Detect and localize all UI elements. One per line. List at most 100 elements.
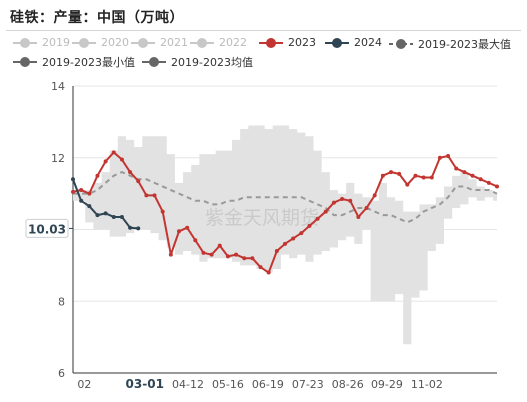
series-1-point	[397, 171, 402, 176]
x-tick-label: 11-02	[411, 378, 443, 391]
y-tick-label: 14	[51, 80, 65, 93]
series-1-point	[405, 182, 410, 187]
y-tick-label: 8	[58, 295, 65, 308]
x-tick-label: 06-19	[252, 378, 284, 391]
series-1-point	[242, 256, 247, 261]
series-2-point	[119, 214, 124, 219]
series-2-point	[111, 214, 116, 219]
series-1-point	[128, 170, 133, 175]
series-1-point	[291, 236, 296, 241]
y-tick-label: 12	[51, 152, 65, 165]
legend-label: 2019	[42, 36, 70, 49]
legend-label: 2023	[288, 36, 316, 49]
series-line-0	[73, 171, 498, 224]
series-1-point	[160, 209, 165, 214]
legend-swatch-icon	[141, 56, 167, 68]
series-1-point	[486, 180, 491, 185]
series-1-point	[274, 249, 279, 254]
legend-swatch-icon	[12, 37, 38, 49]
series-1-point	[136, 179, 141, 184]
legend-swatch-icon	[324, 37, 350, 49]
chart-legend: 2019 2020 2021 2022 2023 2024 2019-2023最大值 2019…	[0, 32, 527, 76]
title-divider	[6, 30, 521, 31]
x-tick-label: 04-12	[172, 378, 204, 391]
legend-item-2[interactable]: 2021	[130, 36, 188, 49]
legend-swatch-icon	[12, 56, 38, 68]
series-1-point	[372, 193, 377, 198]
legend-label: 2019-2023最小值	[42, 56, 135, 69]
series-1-point	[446, 153, 451, 158]
x-tick-label: 05-16	[212, 378, 244, 391]
series-1-point	[462, 170, 467, 175]
series-1-point	[283, 241, 287, 246]
y-tick-label: 6	[58, 367, 65, 380]
legend-item-6[interactable]: 2019-2023最大值	[388, 36, 511, 52]
current-value-box	[25, 218, 69, 238]
legend-swatch-icon	[189, 37, 215, 49]
series-1-point	[478, 177, 483, 182]
legend-label: 2022	[219, 36, 247, 49]
series-1-point	[429, 175, 434, 180]
series-1-point	[258, 265, 263, 270]
legend-swatch-icon	[71, 37, 97, 49]
x-tick-label: 02	[77, 378, 91, 391]
series-1-point	[201, 250, 206, 255]
series-1-point	[495, 184, 499, 189]
series-1-point	[389, 170, 393, 175]
series-1-point	[380, 173, 385, 178]
series-1-point	[323, 209, 328, 214]
series-2-point	[95, 213, 100, 218]
legend-label: 2020	[101, 36, 129, 49]
range-band	[73, 125, 497, 345]
legend-item-5[interactable]: 2024	[324, 36, 382, 49]
series-2-point	[128, 225, 133, 230]
legend-item-8[interactable]: 2019-2023均值	[141, 54, 253, 70]
series-1-point	[315, 216, 320, 221]
legend-swatch-icon	[258, 37, 284, 49]
chart-title: 硅铁：产量：中国（万吨）	[10, 10, 184, 26]
series-1-point	[454, 166, 459, 171]
series-1-point	[348, 198, 353, 203]
legend-item-3[interactable]: 2022	[189, 36, 247, 49]
legend-swatch-icon	[130, 37, 156, 49]
series-1-point	[299, 231, 304, 236]
series-1-point	[470, 173, 475, 178]
series-1-point	[225, 254, 230, 259]
series-1-point	[79, 188, 84, 193]
legend-label: 2019-2023最大值	[418, 38, 511, 51]
series-1-point	[152, 193, 157, 198]
series-1-point	[250, 256, 255, 261]
legend-label: 2019-2023均值	[171, 56, 253, 69]
legend-label: 2021	[160, 36, 188, 49]
legend-item-4[interactable]: 2023	[258, 36, 316, 49]
series-1-point	[234, 252, 239, 257]
series-1-point	[95, 173, 100, 178]
series-1-point	[421, 175, 426, 180]
series-1-point	[217, 243, 222, 248]
series-1-point	[87, 191, 92, 196]
series-1-point	[437, 155, 442, 160]
x-tick-label: 03-01	[126, 377, 164, 391]
series-1-point	[168, 252, 173, 257]
legend-item-7[interactable]: 2019-2023最小值	[12, 54, 135, 70]
series-1-point	[364, 205, 369, 210]
series-1-point	[144, 193, 149, 198]
series-2-point	[136, 226, 141, 231]
current-value-label: 10.03	[28, 222, 66, 236]
series-2-point	[103, 211, 108, 216]
x-tick-label: 09-29	[371, 378, 403, 391]
legend-item-1[interactable]: 2020	[71, 36, 129, 49]
series-2-point	[79, 198, 84, 203]
series-1-point	[266, 270, 271, 275]
series-1-point	[111, 150, 116, 155]
series-1-point	[177, 229, 181, 234]
series-1-point	[413, 173, 418, 178]
legend-label: 2024	[354, 36, 382, 49]
series-1-point	[307, 223, 312, 228]
watermark: 紫金天风期货	[205, 207, 319, 229]
series-1-point	[119, 157, 124, 162]
series-1-point	[356, 214, 361, 219]
legend-item-0[interactable]: 2019	[12, 36, 70, 49]
x-tick-label: 07-23	[292, 378, 324, 391]
